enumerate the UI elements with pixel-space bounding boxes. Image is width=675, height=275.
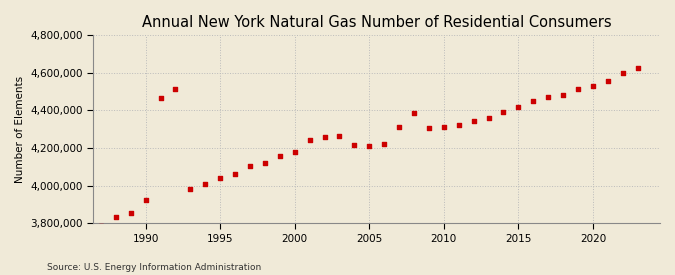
Point <box>290 150 300 154</box>
Point <box>558 93 568 97</box>
Y-axis label: Number of Elements: Number of Elements <box>15 76 25 183</box>
Point <box>349 142 360 147</box>
Point <box>319 135 330 139</box>
Point <box>379 142 389 146</box>
Point <box>364 144 375 149</box>
Point <box>468 119 479 123</box>
Point <box>111 215 122 219</box>
Point <box>244 164 255 169</box>
Point <box>155 96 166 100</box>
Point <box>572 87 583 92</box>
Point <box>528 98 539 103</box>
Point <box>543 95 554 99</box>
Point <box>454 123 464 127</box>
Point <box>259 160 270 165</box>
Point <box>185 187 196 191</box>
Point <box>439 125 450 129</box>
Point <box>587 83 598 88</box>
Point <box>618 70 628 75</box>
Point <box>408 111 419 115</box>
Point <box>200 182 211 187</box>
Point <box>483 116 494 120</box>
Point <box>140 198 151 202</box>
Point <box>513 105 524 109</box>
Point <box>275 154 286 158</box>
Point <box>96 224 107 228</box>
Text: Source: U.S. Energy Information Administration: Source: U.S. Energy Information Administ… <box>47 263 261 272</box>
Point <box>215 175 225 180</box>
Point <box>602 79 613 83</box>
Point <box>498 110 509 114</box>
Point <box>334 134 345 139</box>
Title: Annual New York Natural Gas Number of Residential Consumers: Annual New York Natural Gas Number of Re… <box>142 15 612 30</box>
Point <box>230 172 240 176</box>
Point <box>394 125 404 129</box>
Point <box>126 210 136 215</box>
Point <box>423 125 434 130</box>
Point <box>632 65 643 70</box>
Point <box>170 87 181 92</box>
Point <box>304 138 315 142</box>
